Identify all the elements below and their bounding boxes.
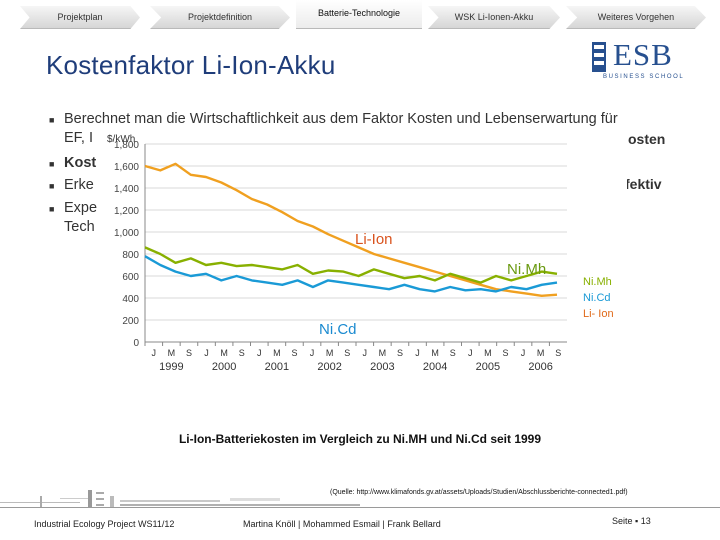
x-month-label: S (450, 348, 456, 358)
y-tick-label: 0 (133, 338, 139, 349)
x-month-label: M (379, 348, 387, 358)
footer-pattern-icon (0, 490, 360, 508)
y-tick-label: 1,600 (114, 162, 139, 173)
x-month-label: J (310, 348, 315, 358)
x-month-label: J (257, 348, 262, 358)
x-month-label: M (484, 348, 492, 358)
tab-weiteres-vorgehen[interactable]: Weiteres Vorgehen (566, 6, 706, 29)
footer-project: Industrial Ecology Project WS11/12 (34, 519, 175, 529)
x-month-label: S (344, 348, 350, 358)
source-note: (Quelle: http://www.klimafonds.gv.at/ass… (330, 489, 628, 496)
x-year-label: 2005 (476, 361, 500, 373)
x-year-label: 2004 (423, 361, 447, 373)
x-month-label: J (204, 348, 209, 358)
x-month-label: M (326, 348, 334, 358)
legend-entry: Ni.Cd (583, 292, 611, 304)
x-month-label: S (291, 348, 297, 358)
x-month-label: S (239, 348, 245, 358)
footer-page-number: Seite ▪ 13 (612, 516, 651, 526)
x-month-label: S (555, 348, 561, 358)
series-line-nimh (144, 246, 558, 284)
y-tick-label: 1,800 (114, 140, 139, 151)
footer-authors: Martina Knöll | Mohammed Esmail | Frank … (243, 519, 441, 529)
x-month-label: J (521, 348, 526, 358)
y-tick-label: 1,000 (114, 228, 139, 239)
legend-entry: Li- Ion (583, 308, 614, 320)
x-year-label: 2003 (370, 361, 394, 373)
tab-projektplan[interactable]: Projektplan (20, 6, 140, 29)
page-title: Kostenfaktor Li-Ion-Akku (46, 50, 336, 80)
y-tick-label: 600 (122, 272, 139, 283)
y-tick-label: 1,200 (114, 206, 139, 217)
x-year-label: 2001 (265, 361, 289, 373)
y-axis-label: $/kWh (107, 134, 135, 145)
top-navigation: Projektplan Projektdefinition Batterie-T… (0, 0, 720, 34)
x-month-label: S (186, 348, 192, 358)
logo-subtitle: BUSINESS SCHOOL (603, 74, 685, 80)
tab-wsk-li-ionen-akku[interactable]: WSK Li-Ionen-Akku (428, 6, 560, 29)
series-line-nicd (144, 255, 558, 293)
x-year-label: 2002 (317, 361, 341, 373)
y-tick-label: 200 (122, 316, 139, 327)
x-month-label: J (468, 348, 473, 358)
series-annotation: Ni.Cd (319, 321, 357, 338)
x-month-label: M (431, 348, 439, 358)
x-year-label: 1999 (159, 361, 183, 373)
series-annotation: Li-Ion (355, 231, 393, 248)
x-month-label: J (152, 348, 157, 358)
y-tick-label: 1,400 (114, 184, 139, 195)
bullet-fragment: fektiv (625, 176, 662, 192)
series-annotation: Ni.Mh (507, 261, 546, 278)
x-month-label: S (502, 348, 508, 358)
x-month-label: M (168, 348, 176, 358)
x-year-label: 2006 (528, 361, 552, 373)
x-year-label: 2000 (212, 361, 236, 373)
tab-batterie-technologie[interactable]: Batterie-Technologie (296, 0, 422, 29)
y-tick-label: 400 (122, 294, 139, 305)
x-month-label: M (220, 348, 228, 358)
x-month-label: M (537, 348, 545, 358)
esb-logo-icon (592, 42, 606, 72)
tab-projektdefinition[interactable]: Projektdefinition (150, 6, 290, 29)
cost-chart: $/kWh 1,800 1,600 1,400 1,200 1,000 800 600 400 2… (97, 128, 627, 392)
legend-entry: Ni.Mh (583, 276, 612, 288)
series-line-li-ion (144, 162, 558, 298)
footer-divider (0, 507, 720, 508)
bullet-fragment: osten (628, 131, 666, 147)
x-month-label: S (397, 348, 403, 358)
x-month-label: J (363, 348, 368, 358)
x-month-label: M (273, 348, 281, 358)
x-month-label: J (415, 348, 420, 358)
logo-name: ESB (613, 37, 673, 72)
y-tick-label: 800 (122, 250, 139, 261)
chart-caption: Li-Ion-Batteriekosten im Vergleich zu Ni… (178, 432, 542, 446)
